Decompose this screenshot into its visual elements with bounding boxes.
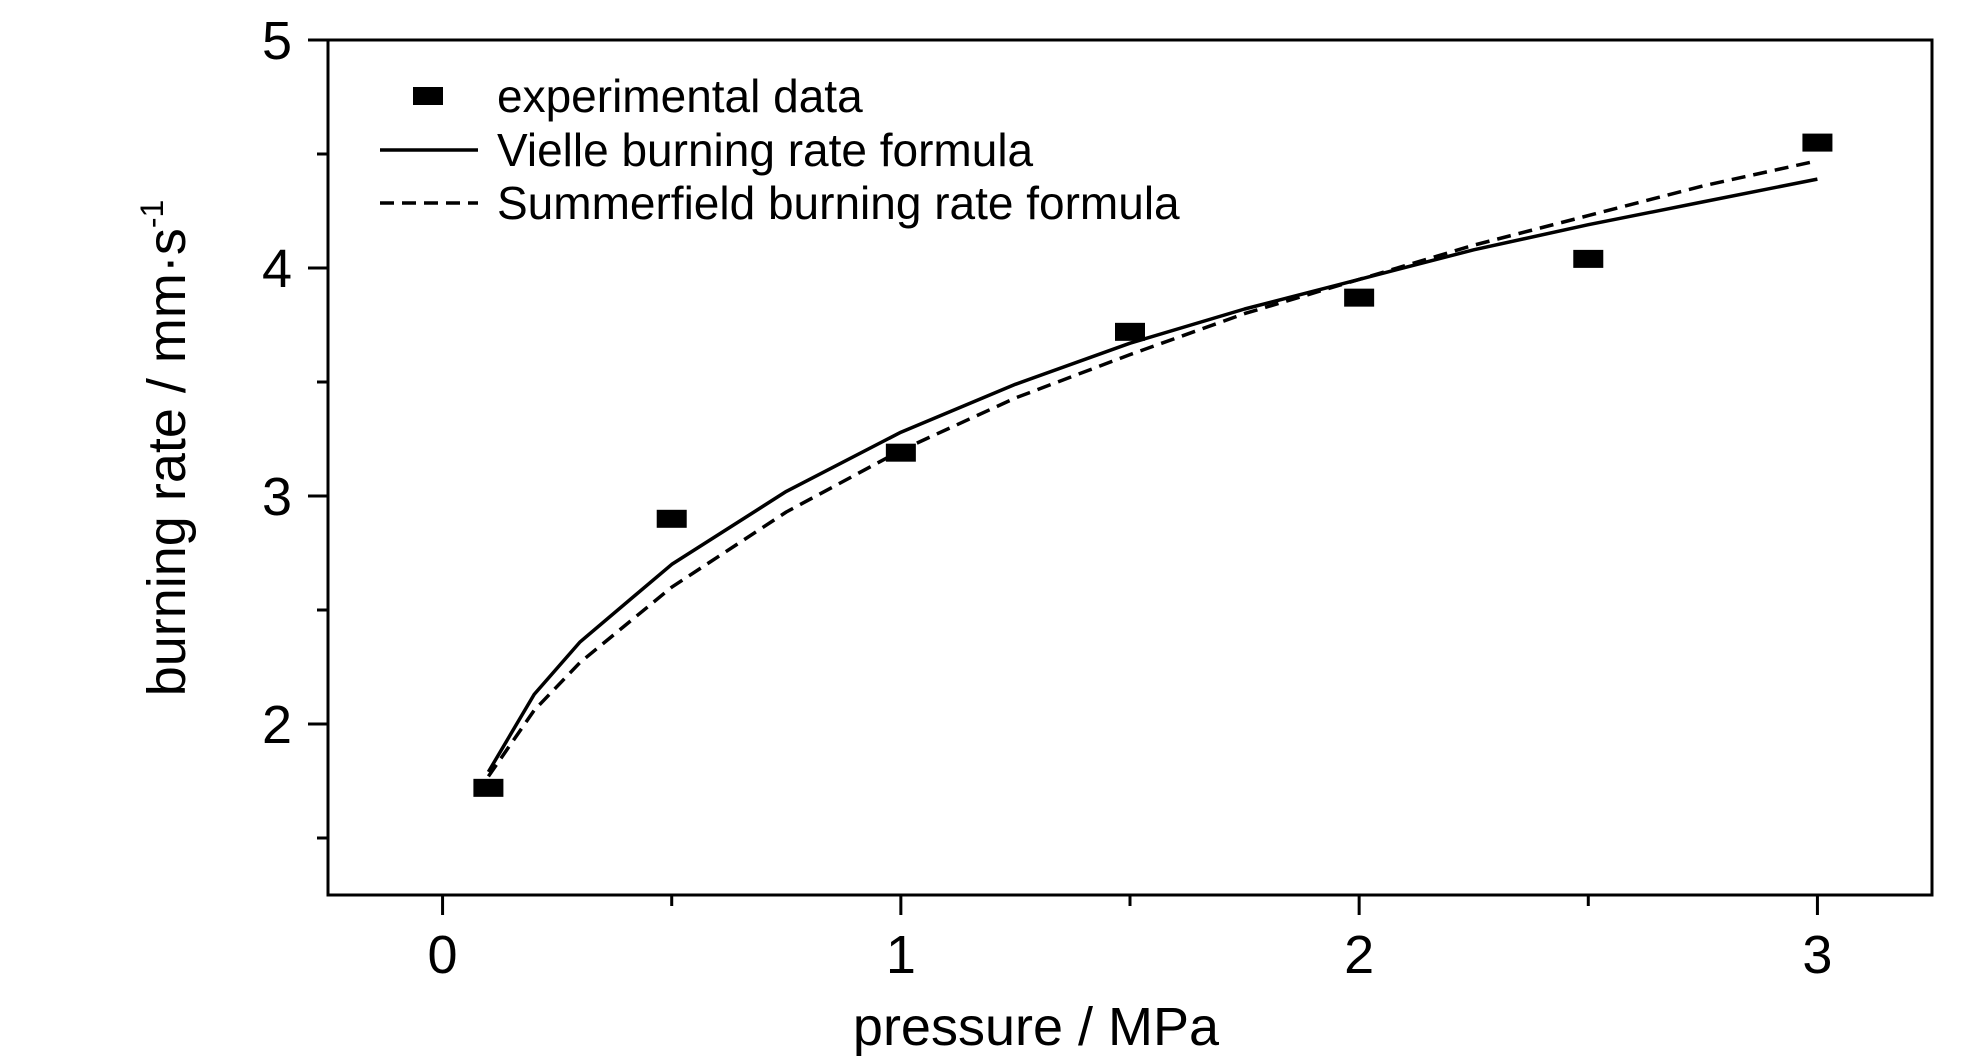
x-axis-title: pressure / MPa	[853, 997, 1220, 1057]
y-tick-label: 2	[262, 695, 292, 755]
legend-entry-label: Summerfield burning rate formula	[497, 177, 1180, 229]
x-tick-label: 3	[1802, 925, 1832, 985]
axes: 0 1 2 3 2 3 4 5	[262, 11, 1934, 985]
x-tick-label: 0	[428, 925, 458, 985]
data-point	[885, 443, 916, 462]
legend-entry-label: experimental data	[497, 70, 863, 122]
data-point	[1115, 322, 1145, 341]
y-axis-title: burning rate / mm·s-1	[134, 200, 197, 697]
x-tick-label: 1	[886, 925, 916, 985]
data-point	[1802, 133, 1833, 152]
y-axis-title-main: burning rate / mm·s	[137, 228, 197, 696]
legend-marker-square	[413, 87, 443, 105]
x-tick-label: 2	[1344, 925, 1374, 985]
summerfield-curve	[486, 159, 1818, 778]
data-point	[1573, 249, 1604, 268]
vielle-curve	[486, 177, 1818, 773]
y-tick-label: 5	[262, 11, 292, 71]
data-point	[473, 778, 504, 797]
data-point	[656, 509, 687, 528]
plot-series	[473, 133, 1833, 797]
data-point	[1344, 288, 1375, 307]
legend-entry-label: Vielle burning rate formula	[497, 124, 1034, 176]
y-tick-label: 4	[262, 239, 292, 299]
y-tick-label: 3	[262, 467, 292, 527]
y-axis-title-superscript: -1	[134, 200, 170, 228]
